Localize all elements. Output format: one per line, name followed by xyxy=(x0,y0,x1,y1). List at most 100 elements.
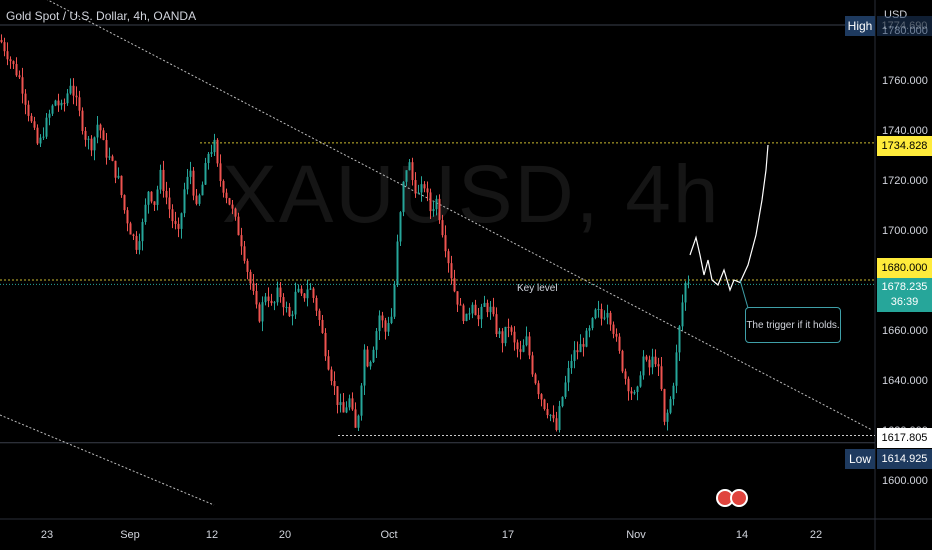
level-1680-tag: 1680.000 xyxy=(877,258,932,278)
candle-body xyxy=(510,327,513,332)
candle-body xyxy=(543,399,546,410)
candle-body xyxy=(471,304,474,314)
candle-body xyxy=(330,369,333,381)
candle-body xyxy=(639,375,642,387)
low-label: Low xyxy=(845,449,875,469)
candle-body xyxy=(597,309,600,311)
candle-body xyxy=(180,213,183,229)
candle-body xyxy=(339,402,342,405)
price-tick-label: 1740.000 xyxy=(882,125,928,137)
candle-body xyxy=(213,139,216,153)
candle-body xyxy=(489,306,492,313)
candle-body xyxy=(141,222,144,242)
candle-body xyxy=(393,285,396,317)
candle-body xyxy=(426,188,429,193)
candle-body xyxy=(561,396,564,407)
candle-body xyxy=(642,356,645,376)
candle-body xyxy=(48,113,51,118)
candle-body xyxy=(108,156,111,158)
candle-body xyxy=(294,291,297,315)
candle-body xyxy=(441,220,444,236)
candle-body xyxy=(501,331,504,344)
candle-body xyxy=(186,176,189,190)
candle-body xyxy=(396,241,399,286)
candle-body xyxy=(495,314,498,335)
time-tick-label: 17 xyxy=(502,529,514,541)
high-price-tag: 1774.690 xyxy=(877,16,932,36)
support-price-tag: 1617.805 xyxy=(877,428,932,448)
candle-body xyxy=(15,64,18,76)
candle-body xyxy=(174,221,177,224)
candle-body xyxy=(255,290,258,305)
candle-body xyxy=(156,189,159,205)
candle-body xyxy=(384,320,387,332)
candle-body xyxy=(144,204,147,223)
candle-body xyxy=(306,289,309,299)
candle-body xyxy=(99,124,102,131)
candle-body xyxy=(609,312,612,325)
candle-body xyxy=(612,324,615,334)
candle-body xyxy=(657,364,660,367)
time-tick-label: Sep xyxy=(120,529,140,541)
candle-body xyxy=(390,316,393,324)
candle-body xyxy=(615,333,618,337)
candle-body xyxy=(558,406,561,430)
bar-countdown: 36:39 xyxy=(890,296,919,308)
candle-body xyxy=(369,361,372,367)
candle-body xyxy=(54,100,57,106)
candle-body xyxy=(315,297,318,311)
candle-body xyxy=(117,175,120,178)
price-tick-label: 1720.000 xyxy=(882,175,928,187)
candle-body xyxy=(438,198,441,221)
price-tick-label: 1600.000 xyxy=(882,475,928,487)
high-label: High xyxy=(845,16,875,36)
candle-body xyxy=(189,170,192,177)
candle-body xyxy=(96,124,99,138)
candle-body xyxy=(285,306,288,308)
candle-body xyxy=(75,95,78,98)
candle-body xyxy=(402,181,405,213)
candle-body xyxy=(78,97,81,111)
candle-body xyxy=(498,331,501,335)
candle-body xyxy=(405,170,408,182)
candle-body xyxy=(447,251,450,264)
candle-body xyxy=(645,356,648,360)
candle-body xyxy=(336,386,339,405)
candle-body xyxy=(528,336,531,356)
candle-body xyxy=(282,297,285,308)
candle-body xyxy=(150,191,153,202)
candle-body xyxy=(420,184,423,193)
candle-body xyxy=(618,336,621,351)
candle-body xyxy=(105,140,108,158)
candle-body xyxy=(483,302,486,307)
candle-body xyxy=(513,331,516,343)
candle-body xyxy=(423,184,426,189)
candle-body xyxy=(288,306,291,317)
candle-body xyxy=(564,382,567,397)
candle-body xyxy=(246,260,249,272)
candle-body xyxy=(291,314,294,317)
candle-body xyxy=(120,175,123,196)
candle-body xyxy=(414,180,417,194)
candle-body xyxy=(123,195,126,211)
candle-body xyxy=(228,198,231,205)
candle-body xyxy=(651,356,654,368)
candle-body xyxy=(237,216,240,236)
candle-body xyxy=(552,414,555,419)
candle-body xyxy=(492,306,495,315)
candle-body xyxy=(222,181,225,193)
key-level-annotation: Key level xyxy=(517,283,558,294)
candle-body xyxy=(261,302,264,322)
candle-body xyxy=(480,306,483,320)
candle-body xyxy=(81,110,84,131)
candle-body xyxy=(411,162,414,181)
candle-body xyxy=(66,93,69,104)
candle-body xyxy=(576,350,579,353)
symbol-title[interactable]: Gold Spot / U.S. Dollar, 4h, OANDA xyxy=(6,9,197,23)
candle-body xyxy=(582,344,585,347)
candle-body xyxy=(570,360,573,369)
candle-body xyxy=(27,104,30,116)
candle-body xyxy=(42,136,45,138)
us-event-flag-icon[interactable] xyxy=(730,489,748,507)
